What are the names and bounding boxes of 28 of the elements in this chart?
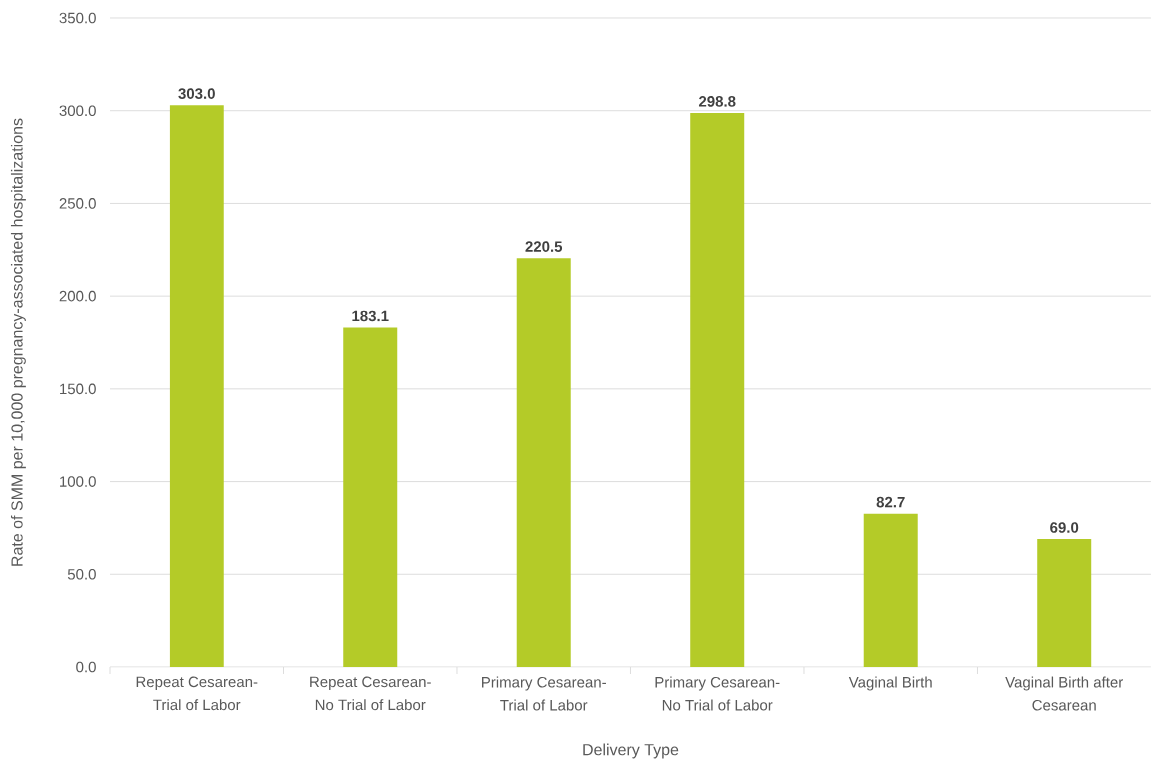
- x-tick-label: Vaginal Birth: [848, 676, 932, 691]
- bar: [1037, 539, 1092, 667]
- y-axis-title: Rate of SMM per 10,000 pregnancy-associated hospitalizations: [10, 118, 26, 566]
- data-label: 298.8: [698, 96, 736, 107]
- x-axis-title: Delivery Type: [583, 743, 679, 759]
- bar: [690, 112, 745, 667]
- y-tick-label: 350.0: [59, 12, 96, 24]
- y-tick-label: 150.0: [60, 383, 96, 395]
- bar: [343, 327, 398, 667]
- y-tick-label: 300.0: [59, 105, 96, 117]
- data-label: 303.0: [178, 88, 215, 99]
- bar: [863, 513, 918, 667]
- x-tick-label: Vaginal Birth after Cesarean: [1005, 676, 1123, 711]
- y-tick-label: 250.0: [59, 198, 96, 209]
- data-label: 69.0: [1050, 522, 1079, 533]
- y-tick-label: 100.0: [60, 476, 96, 487]
- data-label: 183.1: [352, 310, 389, 322]
- data-label: 220.5: [525, 241, 563, 252]
- x-tick-label: Repeat Cesarean-No Trial of Labor: [310, 676, 431, 711]
- bar: [516, 258, 571, 667]
- y-tick-label: 200.0: [59, 290, 96, 302]
- y-tick-label: 0.0: [76, 661, 96, 673]
- y-tick-label: 50.0: [67, 568, 96, 580]
- x-tick-label: Primary Cesarean-No Trial of Labor: [655, 676, 780, 711]
- data-label: 82.7: [876, 496, 905, 508]
- x-tick-label: Primary Cesarean-Trial of Labor: [482, 676, 606, 711]
- bar: [169, 105, 224, 667]
- x-tick-label: Repeat Cesarean-Trial of Labor: [136, 676, 258, 711]
